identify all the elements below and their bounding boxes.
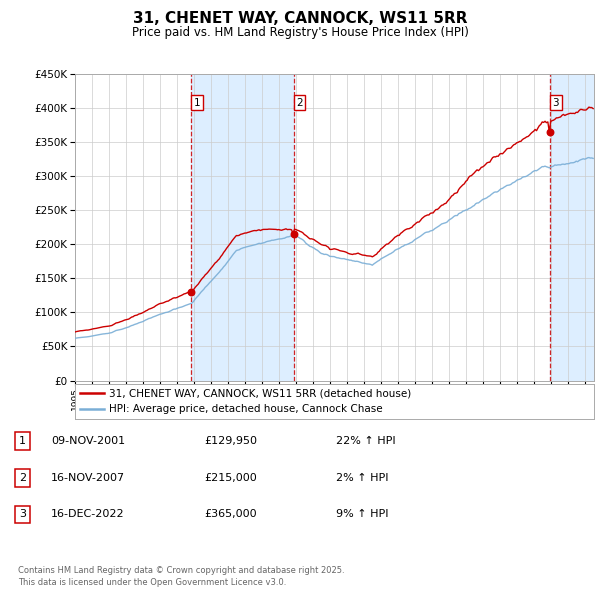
Bar: [191, 74, 294, 381]
Text: 09-NOV-2001: 09-NOV-2001: [51, 437, 125, 446]
Text: 3: 3: [553, 97, 559, 107]
Text: £365,000: £365,000: [204, 510, 257, 519]
Point: [187, 287, 196, 297]
Text: 2% ↑ HPI: 2% ↑ HPI: [336, 473, 389, 483]
Text: Contains HM Land Registry data © Crown copyright and database right 2025.
This d: Contains HM Land Registry data © Crown c…: [18, 566, 344, 587]
Text: 9% ↑ HPI: 9% ↑ HPI: [336, 510, 389, 519]
Text: 1: 1: [194, 97, 200, 107]
Text: 31, CHENET WAY, CANNOCK, WS11 5RR: 31, CHENET WAY, CANNOCK, WS11 5RR: [133, 11, 467, 25]
Text: 31, CHENET WAY, CANNOCK, WS11 5RR (detached house): 31, CHENET WAY, CANNOCK, WS11 5RR (detac…: [109, 388, 411, 398]
Text: £215,000: £215,000: [204, 473, 257, 483]
Point: [545, 127, 555, 136]
Text: 22% ↑ HPI: 22% ↑ HPI: [336, 437, 395, 446]
Point: [289, 230, 299, 239]
Text: 16-NOV-2007: 16-NOV-2007: [51, 473, 125, 483]
Text: 3: 3: [19, 510, 26, 519]
Text: 1: 1: [19, 437, 26, 446]
Text: HPI: Average price, detached house, Cannock Chase: HPI: Average price, detached house, Cann…: [109, 404, 382, 414]
Text: 2: 2: [296, 97, 303, 107]
Text: 16-DEC-2022: 16-DEC-2022: [51, 510, 125, 519]
Text: Price paid vs. HM Land Registry's House Price Index (HPI): Price paid vs. HM Land Registry's House …: [131, 26, 469, 39]
Text: 2: 2: [19, 473, 26, 483]
Bar: [550, 74, 594, 381]
Text: £129,950: £129,950: [204, 437, 257, 446]
